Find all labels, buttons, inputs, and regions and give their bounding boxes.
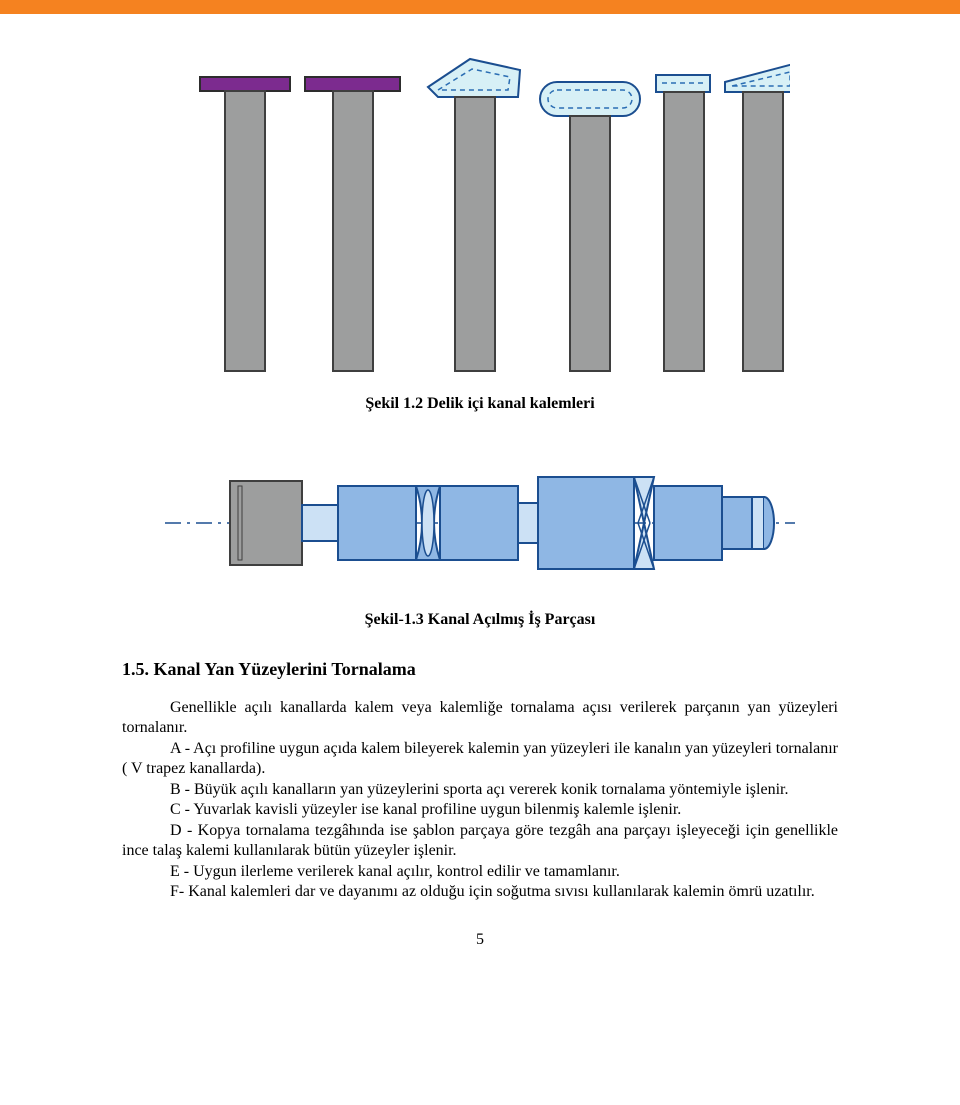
figure-1-caption: Şekil 1.2 Delik içi kanal kalemleri: [122, 395, 838, 413]
figure-1-tools: [122, 42, 838, 377]
top-accent-bar: [0, 0, 960, 14]
page-number: 5: [122, 931, 838, 949]
tool-6: [725, 63, 790, 371]
page-content: Şekil 1.2 Delik içi kanal kalemleri: [0, 42, 960, 949]
para-b: B - Büyük açılı kanalların yan yüzeyleri…: [122, 780, 838, 800]
shaft-svg: [160, 453, 800, 593]
para-d: D - Kopya tornalama tezgâhında ise şablo…: [122, 821, 838, 862]
tool-3: [428, 59, 520, 371]
figure-2-shaft: [122, 453, 838, 593]
para-intro: Genellikle açılı kanallarda kalem veya k…: [122, 698, 838, 739]
para-a: A - Açı profiline uygun açıda kalem bile…: [122, 739, 838, 780]
tool-2: [305, 77, 400, 371]
tool-4: [540, 82, 640, 371]
tools-svg: [170, 42, 790, 377]
tool-5: [656, 75, 710, 371]
para-f: F- Kanal kalemleri dar ve dayanımı az ol…: [122, 882, 838, 902]
section-heading: 1.5. Kanal Yan Yüzeylerini Tornalama: [122, 659, 838, 680]
body-text: Genellikle açılı kanallarda kalem veya k…: [122, 698, 838, 903]
para-c: C - Yuvarlak kavisli yüzeyler ise kanal …: [122, 800, 838, 820]
tool-1: [200, 77, 290, 371]
figure-2-caption: Şekil-1.3 Kanal Açılmış İş Parçası: [122, 611, 838, 629]
para-e: E - Uygun ilerleme verilerek kanal açılı…: [122, 862, 838, 882]
